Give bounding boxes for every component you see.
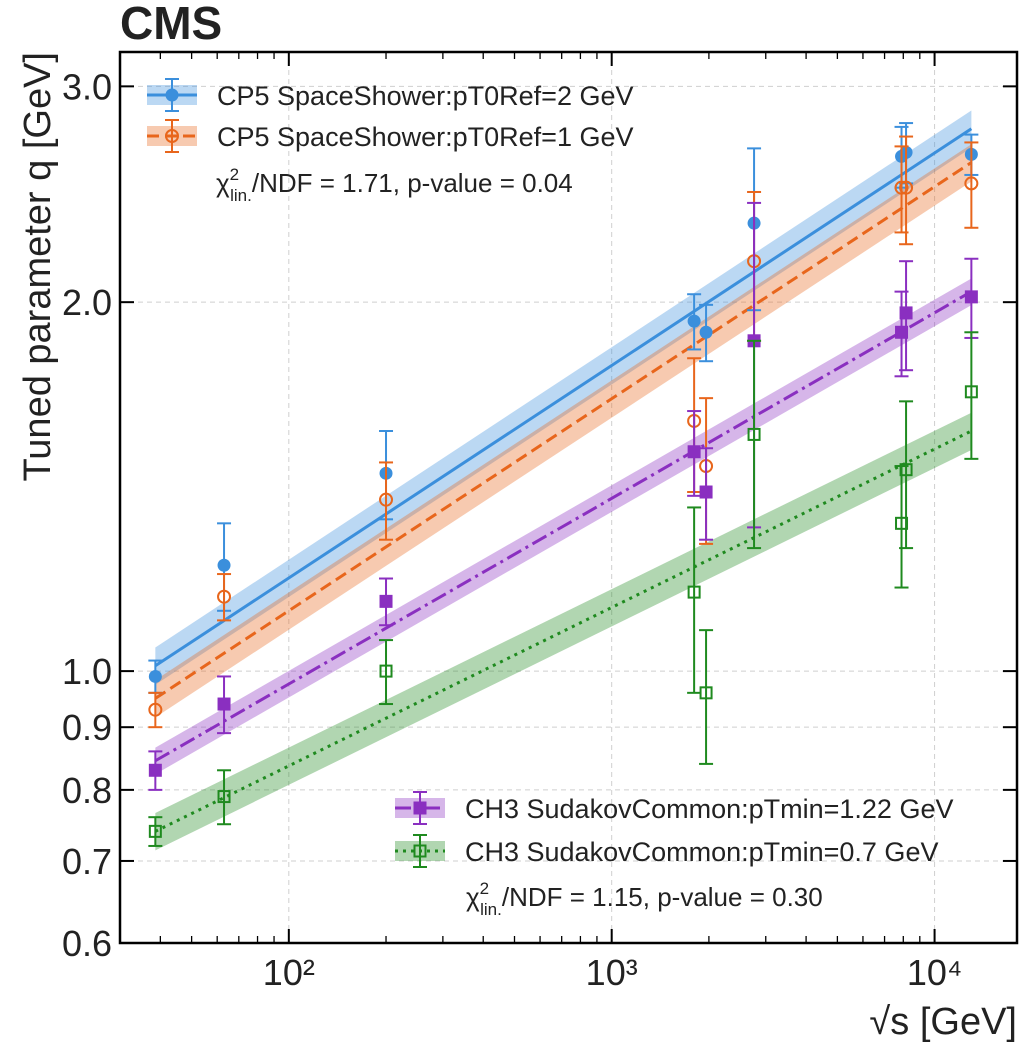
- data-point-series-2: [964, 176, 979, 191]
- fit-line-3: [154, 290, 973, 763]
- data-point-series-3: [699, 485, 713, 499]
- x-tick-label: 10⁴: [907, 952, 963, 993]
- data-point-series-4: [379, 664, 393, 678]
- fit-band-4: [155, 412, 972, 851]
- legend-marker-4: [413, 844, 427, 858]
- data-point-series-3: [687, 445, 701, 459]
- legend-marker-3: [413, 801, 427, 815]
- annotations: χ2 lin./NDF = 1.71, p-value = 0.04 χ2 lin./…: [216, 165, 823, 919]
- data-point-series-3: [895, 325, 909, 339]
- data-point-series-4: [747, 427, 761, 441]
- data-point-series-3: [379, 594, 393, 608]
- y-tick-label: 0.8: [62, 770, 112, 811]
- legend: CP5 SpaceShower:pT0Ref=2 GeV CP5 SpaceSho…: [147, 78, 953, 868]
- fit-bands: [155, 110, 972, 851]
- data-point-series-2: [148, 702, 163, 717]
- y-tick-label: 2.0: [62, 282, 112, 323]
- x-tick-label: 10²: [263, 952, 315, 993]
- x-axis-label: √s [GeV]: [869, 1001, 1017, 1043]
- legend-label-1: CP5 SpaceShower:pT0Ref=2 GeV: [217, 81, 633, 111]
- chi2-annotation-lower: χ2 lin./NDF = 1.15, p-value = 0.30: [466, 879, 823, 919]
- axes: 10² 10³ 10⁴ 0.6 0.7 0.8 0.9 1.0 2.0 3.0 √s [GeV] Tu…: [17, 50, 1019, 1043]
- data-point-series-4: [687, 585, 701, 599]
- data-point-series-1: [699, 325, 713, 339]
- data-points: [148, 122, 979, 847]
- y-tick-label: 0.9: [62, 707, 112, 748]
- fit-lines: [154, 127, 973, 833]
- data-point-series-4: [148, 824, 162, 838]
- legend-marker-2: [165, 129, 179, 143]
- plot-frame: [118, 50, 1019, 945]
- y-tick-label: 0.7: [62, 841, 112, 882]
- data-point-series-2: [379, 492, 394, 507]
- legend-label-3: CH3 SudakovCommon:pTmin=1.22 GeV: [465, 794, 953, 824]
- data-point-series-2: [894, 180, 909, 195]
- data-point-series-4: [217, 790, 231, 804]
- experiment-label: CMS: [120, 0, 222, 49]
- x-tick-label: 10³: [586, 952, 638, 993]
- legend-marker-1: [165, 88, 179, 102]
- data-point-series-1: [148, 669, 162, 683]
- data-point-series-1: [217, 558, 231, 572]
- y-tick-label: 3.0: [62, 66, 112, 107]
- data-point-series-1: [687, 314, 701, 328]
- y-tick-label: 1.0: [62, 651, 112, 692]
- data-point-series-3: [217, 697, 231, 711]
- data-point-series-2: [899, 180, 914, 195]
- data-point-series-4: [699, 686, 713, 700]
- fit-line-1: [154, 127, 973, 668]
- chi2-annotation-upper: χ2 lin./NDF = 1.71, p-value = 0.04: [216, 165, 573, 205]
- data-point-series-3: [899, 306, 913, 320]
- legend-label-2: CP5 SpaceShower:pT0Ref=1 GeV: [217, 122, 633, 152]
- fit-line-2: [154, 161, 973, 700]
- data-point-series-3: [148, 763, 162, 777]
- y-axis-label: Tuned parameter q [GeV]: [17, 52, 59, 482]
- legend-label-4: CH3 SudakovCommon:pTmin=0.7 GeV: [465, 837, 938, 867]
- data-point-series-4: [899, 463, 913, 477]
- y-tick-label: 0.6: [62, 923, 112, 964]
- data-point-series-4: [964, 385, 978, 399]
- data-point-series-3: [964, 290, 978, 304]
- data-point-series-2: [217, 589, 232, 604]
